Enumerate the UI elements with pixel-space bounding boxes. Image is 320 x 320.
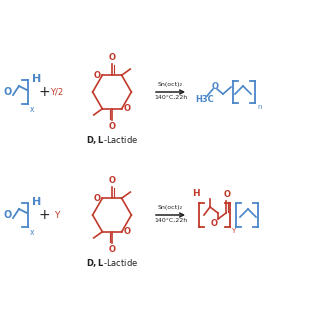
Text: +: + [38,85,50,99]
Text: Y: Y [231,228,235,234]
Text: 140°C,22h: 140°C,22h [154,218,187,223]
Text: Y/2: Y/2 [51,87,64,97]
Text: H: H [32,74,41,84]
Text: O: O [93,194,100,203]
Text: O: O [108,122,116,131]
Text: O: O [108,53,116,62]
Text: O: O [223,190,230,199]
Text: O: O [4,87,12,97]
Text: $\mathbf{D,L}$-Lactide: $\mathbf{D,L}$-Lactide [86,257,138,269]
Text: Sn(oct)₂: Sn(oct)₂ [158,205,183,210]
Text: O: O [108,245,116,254]
Text: O: O [124,104,131,113]
Text: Y: Y [54,211,60,220]
Text: O: O [124,227,131,236]
Text: x: x [30,105,35,114]
Text: +: + [38,208,50,222]
Text: H3C: H3C [195,94,214,103]
Text: Sn(oct)₂: Sn(oct)₂ [158,82,183,87]
Text: O: O [93,71,100,80]
Text: O: O [212,82,219,91]
Text: O: O [4,210,12,220]
Text: n: n [257,104,261,110]
Text: $\mathbf{D,L}$-Lactide: $\mathbf{D,L}$-Lactide [86,134,138,146]
Text: x: x [30,228,35,237]
Text: H: H [32,197,41,207]
Text: O: O [108,176,116,185]
Text: O: O [211,219,218,228]
Text: H: H [192,189,200,198]
Text: 140°C,22h: 140°C,22h [154,95,187,100]
